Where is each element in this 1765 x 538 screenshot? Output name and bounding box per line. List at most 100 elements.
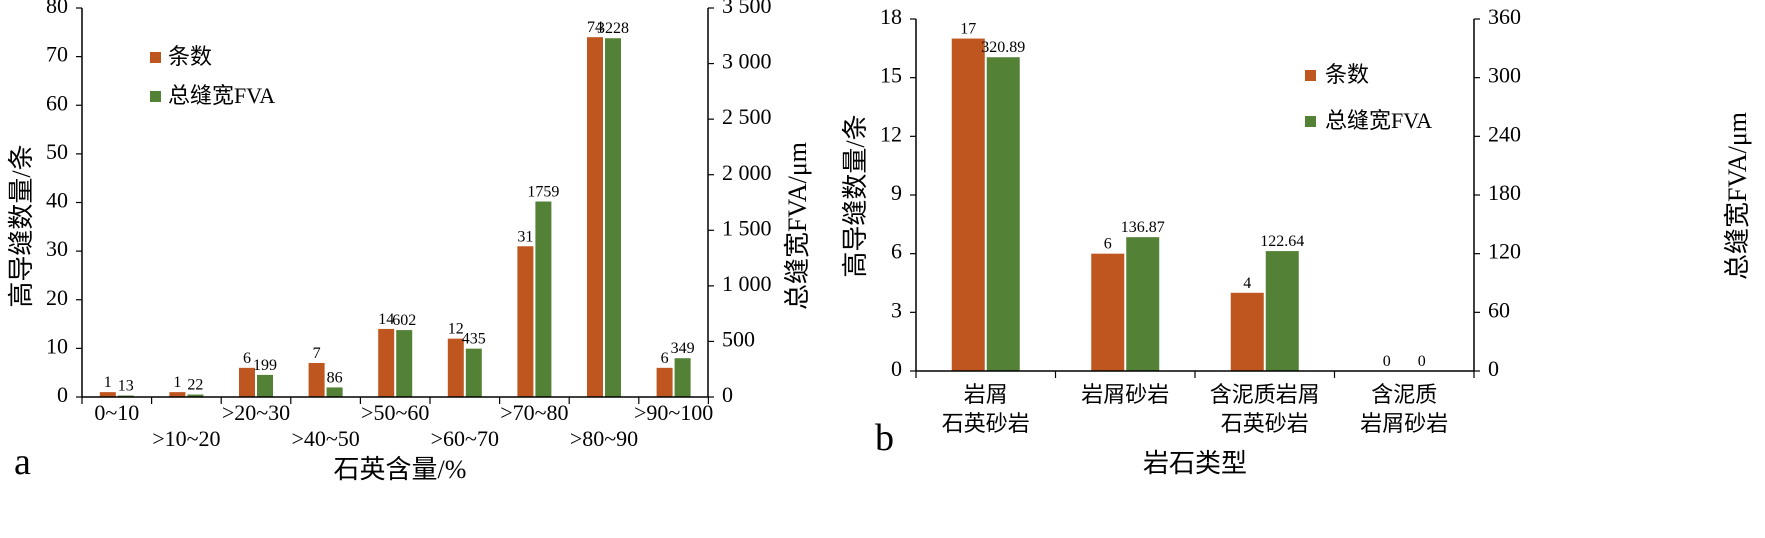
b-x-tick-label-3-0: 含泥质 — [1371, 382, 1437, 407]
a-right-tick-label-4: 2 000 — [722, 160, 772, 185]
b-data-label-count-3: 0 — [1383, 353, 1391, 370]
panel-b-letter: b — [875, 417, 894, 459]
panel-b-x-axis-title: 岩石类型 — [1143, 449, 1247, 478]
panel-b-legend-label-count: 条数 — [1325, 62, 1369, 87]
a-bar-fva-8 — [674, 358, 691, 397]
a-left-tick-label-5: 50 — [46, 139, 68, 164]
b-data-label-fva-1: 136.87 — [1121, 219, 1165, 236]
a-data-label-count-0: 1 — [104, 374, 112, 391]
b-right-tick-label-4: 240 — [1488, 121, 1521, 146]
panel-b-legend-swatch-count — [1305, 70, 1316, 81]
panel-a-x-axis-title: 石英含量/% — [334, 455, 467, 484]
b-x-tick-label-2-1: 石英砂岩 — [1221, 411, 1309, 436]
panel-a-legend-label-fva: 总缝宽FVA — [168, 83, 275, 108]
b-left-tick-label-4: 12 — [880, 121, 902, 146]
panel-b-bars — [951, 38, 1299, 372]
a-x-tick-label-1: >10~20 — [152, 426, 220, 451]
a-left-tick-label-7: 70 — [46, 42, 68, 67]
b-right-tick-label-2: 120 — [1488, 239, 1521, 264]
b-x-tick-label-2-0: 含泥质岩屑 — [1210, 382, 1320, 407]
b-x-tick-label-0-0: 岩屑 — [964, 382, 1008, 407]
a-bar-count-4 — [378, 328, 395, 397]
b-left-tick-label-6: 18 — [880, 4, 902, 29]
b-x-tick-label-1-0: 岩屑砂岩 — [1081, 382, 1169, 407]
a-left-tick-label-4: 40 — [46, 188, 68, 213]
b-x-tick-label-0-1: 石英砂岩 — [942, 411, 1030, 436]
a-x-tick-label-6: >70~80 — [500, 400, 568, 425]
a-right-tick-label-5: 2 500 — [722, 104, 772, 129]
b-left-tick-label-0: 0 — [891, 356, 902, 381]
panel-a-legend-label-count: 条数 — [168, 44, 212, 69]
a-bar-fva-5 — [465, 348, 482, 397]
a-data-label-fva-2: 199 — [253, 357, 277, 374]
b-x-tick-label-3-1: 岩屑砂岩 — [1360, 411, 1448, 436]
a-right-tick-label-7: 3 500 — [722, 0, 772, 18]
panel-a-legend: 条数 总缝宽FVA — [150, 44, 275, 108]
b-data-label-fva-3: 0 — [1418, 353, 1426, 370]
panel-a-legend-swatch-count — [150, 52, 161, 63]
a-left-tick-label-3: 30 — [46, 236, 68, 261]
a-bar-count-8 — [656, 367, 673, 397]
b-left-tick-label-1: 3 — [891, 297, 902, 322]
panel-a-legend-swatch-fva — [150, 91, 161, 102]
b-bar-fva-2 — [1265, 251, 1299, 371]
a-right-tick-label-2: 1 000 — [722, 271, 772, 296]
a-bar-count-7 — [587, 37, 603, 398]
a-data-label-fva-5: 435 — [462, 331, 486, 348]
panel-b-legend-label-fva: 总缝宽FVA — [1325, 108, 1432, 133]
b-right-tick-label-0: 0 — [1488, 356, 1499, 381]
panel-b-right-ticks: 0 60 120 180 240 300 360 — [1474, 4, 1521, 381]
panel-a-y2-axis-title: 总缝宽FVA/μm — [783, 142, 812, 310]
a-data-label-fva-3: 86 — [327, 369, 343, 386]
b-data-label-fva-2: 122.64 — [1260, 233, 1304, 250]
a-data-label-count-2: 6 — [243, 350, 251, 367]
a-data-label-fva-1: 22 — [187, 377, 203, 394]
a-x-tick-label-2: >20~30 — [222, 400, 290, 425]
a-left-tick-label-8: 80 — [46, 0, 68, 18]
a-left-tick-label-0: 0 — [57, 382, 68, 407]
b-right-tick-label-6: 360 — [1488, 4, 1521, 29]
a-bar-count-2 — [239, 367, 255, 397]
a-data-label-count-6: 31 — [517, 228, 533, 245]
a-right-tick-label-6: 3 000 — [722, 49, 772, 74]
b-left-tick-label-5: 15 — [880, 63, 902, 88]
b-data-label-count-2: 4 — [1243, 275, 1251, 292]
a-data-label-count-4: 14 — [378, 311, 394, 328]
panel-a-x-ticks: 0~10 >10~20>20~30>40~50>50~60>60~70>70~80… — [81, 397, 713, 451]
b-data-label-count-0: 17 — [960, 21, 976, 38]
a-right-tick-label-3: 1 500 — [722, 215, 772, 240]
panel-b-y-axis-title: 高导缝数量/条 — [841, 114, 870, 277]
a-bar-fva-1 — [187, 394, 204, 397]
a-data-label-count-3: 7 — [313, 345, 321, 362]
a-x-tick-label-8: >90~100 — [634, 400, 713, 425]
panel-b-left-ticks: 0 3 6 9 12 15 18 — [880, 4, 916, 381]
a-bar-count-5 — [447, 338, 464, 397]
a-data-label-fva-7: 3228 — [597, 20, 629, 37]
panel-a-left-ticks: 0 10 20 30 40 50 60 70 80 — [46, 0, 82, 407]
panel-b-y2-axis-title: 总缝宽FVA/μm — [1723, 112, 1752, 280]
a-bar-count-6 — [517, 246, 534, 397]
b-right-tick-label-1: 60 — [1488, 297, 1510, 322]
a-bar-fva-3 — [326, 387, 343, 397]
a-right-tick-label-1: 500 — [722, 326, 755, 351]
b-bar-fva-0 — [986, 57, 1020, 371]
a-bar-count-0 — [99, 392, 116, 397]
panel-b-legend: 条数 总缝宽FVA — [1305, 62, 1432, 133]
a-data-label-count-1: 1 — [173, 374, 181, 391]
b-left-tick-label-2: 6 — [891, 239, 902, 264]
a-x-tick-label-7: >80~90 — [570, 426, 638, 451]
a-data-label-count-5: 12 — [448, 321, 464, 338]
a-x-tick-label-4: >50~60 — [361, 400, 429, 425]
a-bar-fva-6 — [535, 201, 552, 397]
b-right-tick-label-3: 180 — [1488, 180, 1521, 205]
a-data-label-fva-4: 602 — [392, 312, 416, 329]
b-bar-fva-1 — [1126, 237, 1160, 371]
a-data-label-fva-6: 1759 — [527, 183, 559, 200]
panel-b-data-labels: 17 6 4 0 320.89 136.87 122.64 0 — [960, 21, 1426, 370]
a-data-label-count-7: 74 — [587, 19, 603, 36]
a-bar-fva-7 — [605, 38, 621, 397]
panel-a-right-ticks: 0 500 1 000 1 500 2 000 2 500 3 000 3 500 — [708, 0, 772, 407]
b-right-tick-label-5: 300 — [1488, 63, 1521, 88]
